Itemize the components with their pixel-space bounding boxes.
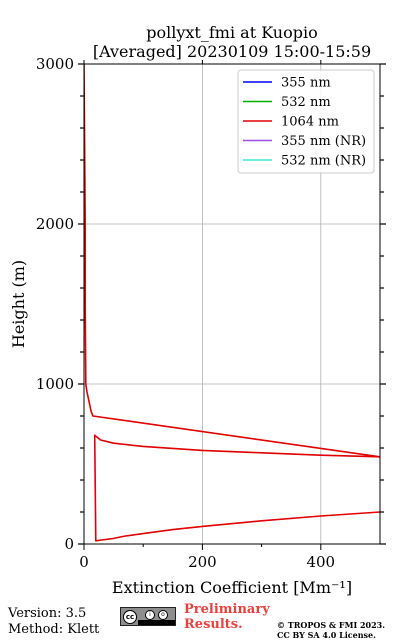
extinction-profile-chart: pollyxt_fmi at Kuopio [Averaged] 2023010… — [9, 23, 386, 597]
y-axis-label: Height (m) — [9, 260, 28, 348]
y-tick-label: 0 — [64, 535, 74, 553]
cc-license-icon: cc i o — [120, 607, 176, 626]
series-lines — [84, 64, 380, 542]
legend-entry-label: 532 nm — [281, 95, 331, 110]
legend-entry-label: 355 nm (NR) — [281, 134, 366, 149]
x-tick-label: 200 — [188, 553, 217, 571]
plot-frame — [83, 63, 381, 545]
axis-ticks: 0 200 400 0 1000 2000 3000 — [36, 55, 386, 571]
y-tick-label: 2000 — [36, 215, 74, 233]
preliminary-results-label: Preliminary Results. — [184, 602, 270, 632]
y-tick-label: 1000 — [36, 375, 74, 393]
chart-title-line1: pollyxt_fmi at Kuopio — [146, 23, 317, 42]
y-tick-label: 3000 — [36, 55, 74, 73]
chart-title-line2: [Averaged] 20230109 15:00-15:59 — [93, 42, 371, 61]
version-text: Version: 3.5 — [8, 606, 87, 621]
method-text: Method: Klett — [8, 622, 100, 637]
series-line-2 — [84, 64, 380, 542]
legend-entry-label: 1064 nm — [281, 115, 339, 130]
x-tick-label: 400 — [306, 553, 335, 571]
legend-entry-label: 532 nm (NR) — [281, 154, 366, 169]
copyright-text: © TROPOS & FMI 2023. CC BY SA 4.0 Licens… — [277, 620, 386, 640]
legend-entry-label: 355 nm — [281, 76, 331, 91]
chart-legend: 355 nm 532 nm 1064 nm 355 nm (NR) 532 nm (NR… — [237, 69, 375, 174]
x-tick-label: 0 — [79, 553, 89, 571]
x-axis-label: Extinction Coefficient [Mm⁻¹] — [112, 578, 352, 597]
legend-box — [237, 69, 375, 174]
